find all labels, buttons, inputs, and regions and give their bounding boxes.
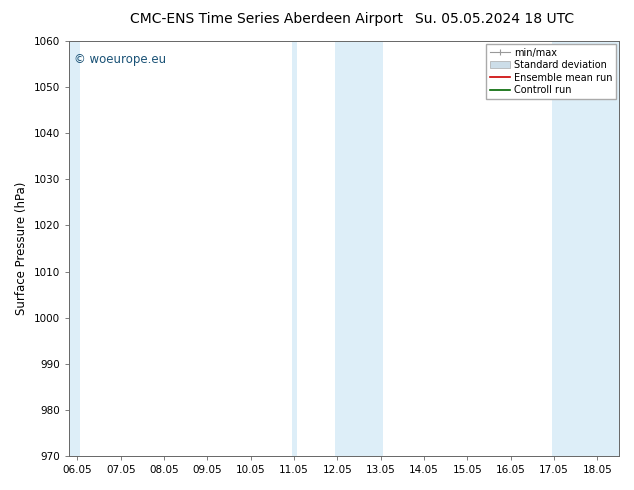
Bar	[292, 41, 297, 456]
Bar	[552, 41, 619, 456]
Bar	[335, 41, 383, 456]
Text: © woeurope.eu: © woeurope.eu	[74, 53, 167, 67]
Text: CMC-ENS Time Series Aberdeen Airport: CMC-ENS Time Series Aberdeen Airport	[130, 12, 403, 26]
Legend: min/max, Standard deviation, Ensemble mean run, Controll run: min/max, Standard deviation, Ensemble me…	[486, 44, 616, 99]
Text: Su. 05.05.2024 18 UTC: Su. 05.05.2024 18 UTC	[415, 12, 574, 26]
Bar	[69, 41, 80, 456]
Y-axis label: Surface Pressure (hPa): Surface Pressure (hPa)	[15, 182, 28, 315]
